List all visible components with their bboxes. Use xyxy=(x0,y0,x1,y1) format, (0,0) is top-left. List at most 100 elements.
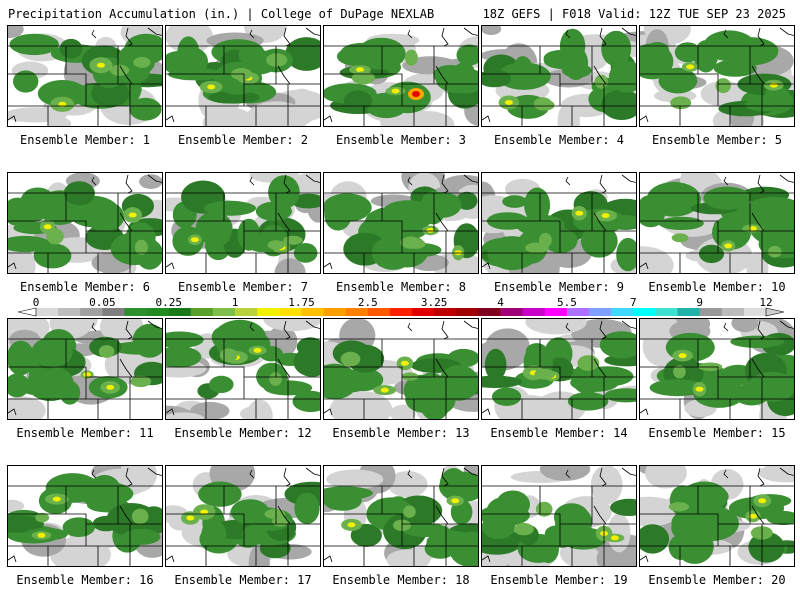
state-boundary xyxy=(125,467,133,487)
precip-map xyxy=(8,466,162,566)
colorbar-tick-label: 1 xyxy=(231,296,239,309)
precip-contour-gray xyxy=(607,513,631,553)
precip-contour-lightgreen xyxy=(401,372,419,381)
precip-contour-green xyxy=(482,514,516,539)
state-boundary xyxy=(277,358,291,378)
precip-contour-green xyxy=(601,30,632,67)
state-boundary xyxy=(463,174,478,183)
precip-contour-green xyxy=(208,91,260,104)
precip-map xyxy=(166,26,320,126)
state-boundary xyxy=(166,555,175,563)
state-boundary xyxy=(640,366,794,378)
colorbar-tick-label: 0.25 xyxy=(155,296,182,309)
state-boundary xyxy=(249,29,255,39)
precip-contour-green xyxy=(524,187,551,223)
precip-contour-lightgreen xyxy=(534,368,556,380)
precip-contour-yellow xyxy=(43,224,52,230)
precip-contour-green xyxy=(610,498,636,516)
ensemble-member-label: Ensemble Member: 8 xyxy=(335,280,467,294)
precip-contour-green xyxy=(512,56,534,87)
state-boundary xyxy=(640,408,649,416)
precip-contour-green xyxy=(693,40,718,73)
state-boundary xyxy=(125,174,133,194)
state-boundary xyxy=(249,469,255,479)
ensemble-member-map xyxy=(165,318,321,420)
state-boundary xyxy=(482,115,491,123)
precip-contour-yellow xyxy=(610,535,619,541)
precip-map xyxy=(482,26,636,126)
precip-contour-yellow xyxy=(601,213,610,219)
ensemble-member-label: Ensemble Member: 3 xyxy=(335,133,467,147)
state-boundary xyxy=(166,73,320,85)
colorbar-swatch xyxy=(279,308,302,316)
precip-contour-gray xyxy=(700,81,746,107)
precip-contour-green xyxy=(129,97,162,121)
precip-contour-gray xyxy=(245,101,308,126)
colorbar-swatch xyxy=(655,308,678,316)
precip-contour-green xyxy=(502,195,528,208)
state-boundary xyxy=(482,73,636,85)
ensemble-member-label: Ensemble Member: 1 xyxy=(19,133,151,147)
precip-contour-green xyxy=(609,60,636,93)
state-boundary xyxy=(8,220,162,232)
state-boundary xyxy=(779,320,794,329)
state-boundary xyxy=(621,467,636,476)
state-boundary xyxy=(277,212,291,232)
precip-contour-lightgreen xyxy=(133,56,151,68)
colorbar-swatch xyxy=(146,308,170,316)
precip-contour-lightgreen xyxy=(98,345,115,358)
colorbar-tick-label: 5.5 xyxy=(556,296,577,309)
precip-contour-green xyxy=(388,217,428,240)
precip-map xyxy=(482,319,636,419)
precip-contour-green xyxy=(38,377,78,396)
ensemble-member-map xyxy=(7,318,163,420)
colorbar-swatch xyxy=(389,308,413,316)
state-boundary xyxy=(482,220,636,232)
precip-map xyxy=(324,466,478,566)
state-boundary xyxy=(779,27,794,36)
ensemble-member-label: Ensemble Member: 17 xyxy=(174,573,312,587)
ensemble-member-map xyxy=(323,465,479,567)
colorbar-tick-label: 3.25 xyxy=(420,296,448,309)
precip-map xyxy=(8,173,162,273)
precip-map xyxy=(640,466,794,566)
precip-contour-green xyxy=(439,468,468,501)
precip-contour-green xyxy=(384,81,431,114)
state-boundary xyxy=(757,467,765,487)
precip-contour-green xyxy=(645,42,670,59)
precip-contour-yellow xyxy=(380,387,389,393)
state-boundary xyxy=(305,467,320,476)
precip-contour-green xyxy=(31,337,73,368)
precip-contour-lightgreen xyxy=(670,96,692,110)
precip-contour-lightgreen xyxy=(403,505,416,518)
precip-contour-green xyxy=(62,517,95,537)
precip-contour-green xyxy=(92,515,120,532)
precip-map xyxy=(324,27,478,126)
precip-contour-green xyxy=(8,235,51,253)
precip-contour-green xyxy=(172,226,204,256)
state-boundary xyxy=(407,29,413,39)
state-boundary xyxy=(8,513,162,525)
ensemble-member-map xyxy=(7,25,163,127)
colorbar-swatch xyxy=(633,308,656,316)
state-boundary xyxy=(482,408,491,416)
precip-contour-yellow xyxy=(347,522,356,528)
colorbar-swatch xyxy=(478,308,501,316)
precip-map xyxy=(166,173,320,273)
state-boundary xyxy=(91,469,97,479)
precip-contour-green xyxy=(693,378,745,408)
state-boundary xyxy=(305,27,320,36)
state-boundary xyxy=(8,115,17,123)
precip-contour-gray xyxy=(263,319,320,332)
colorbar-swatch xyxy=(589,308,612,316)
precip-contour-green xyxy=(402,523,450,537)
precip-contour-yellow xyxy=(52,496,61,502)
precip-contour-green xyxy=(8,515,44,533)
ensemble-member-map xyxy=(639,318,795,420)
precip-map xyxy=(640,173,794,273)
precip-contour-yellow xyxy=(37,532,46,538)
precip-contour-yellow xyxy=(96,62,105,68)
precip-contour-yellow xyxy=(748,226,757,231)
state-boundary xyxy=(599,467,607,487)
state-boundary xyxy=(324,73,478,85)
